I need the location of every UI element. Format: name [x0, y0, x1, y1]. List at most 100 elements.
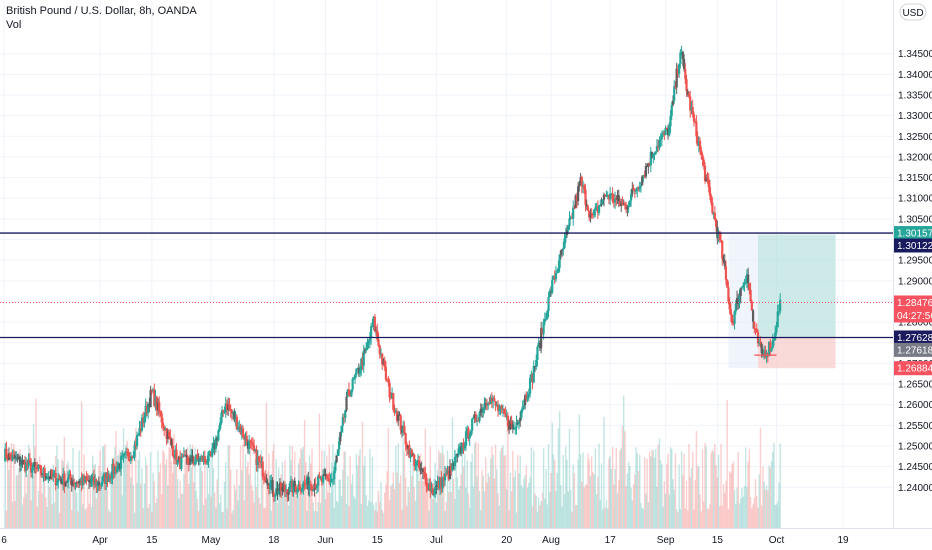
candle-body [329, 480, 332, 482]
volume-bar [114, 447, 116, 528]
volume-bar [96, 487, 99, 528]
currency-button-frame[interactable] [899, 3, 927, 21]
volume-bar [218, 503, 221, 528]
volume-bar [209, 457, 211, 528]
candle-body [342, 416, 346, 418]
volume-bar [58, 512, 61, 528]
candle-body [766, 352, 769, 356]
volume-bar [305, 462, 307, 528]
candle-body [553, 276, 556, 280]
candle-body [554, 273, 558, 280]
volume-bar [36, 506, 38, 528]
long-position-tool[interactable] [728, 234, 836, 369]
volume-bar [390, 485, 392, 528]
candle-body [269, 482, 272, 489]
volume-bar [746, 487, 748, 528]
candle-body [607, 194, 611, 200]
candle-body [700, 150, 703, 155]
candle-body [185, 455, 188, 458]
candle-body [307, 476, 310, 490]
candles [4, 45, 782, 503]
candle-body [363, 349, 367, 352]
candle-body [324, 473, 327, 477]
candle-body [718, 231, 721, 241]
price-axis[interactable]: 1.34500 1.34000 1.33500 1.33000 1.32500 1.320… [893, 0, 932, 528]
volume-bar [237, 500, 239, 528]
candle-body [496, 404, 500, 411]
price-badge [894, 238, 932, 253]
volume-bar [578, 414, 581, 528]
volume-bar [540, 501, 542, 528]
candle-body [112, 463, 115, 474]
horizontal-lines[interactable] [0, 232, 893, 356]
candle-body [461, 442, 464, 454]
time-tick-label: May [202, 535, 221, 546]
volume-bar [169, 448, 172, 528]
candle-body [681, 52, 684, 59]
candle-body [552, 276, 555, 280]
candle-body [558, 254, 561, 268]
candle-body [127, 452, 130, 459]
candle-body [147, 404, 150, 414]
volume-bar [354, 498, 356, 528]
candle-body [156, 402, 160, 411]
candle-body [246, 441, 250, 449]
candle-body [551, 279, 554, 293]
volume-bar [59, 478, 62, 528]
candle-body [355, 368, 358, 375]
volume-bar [55, 456, 57, 528]
currency-button-label[interactable]: USD [902, 8, 923, 19]
candle-body [509, 421, 512, 430]
volume-indicator-label[interactable]: Vol [6, 19, 21, 31]
candle-body [259, 461, 262, 463]
candle-body [46, 477, 49, 480]
volume-bar [367, 500, 370, 528]
candle-body [629, 194, 633, 201]
candle-body [669, 115, 672, 127]
time-axis[interactable]: 6 Apr 15 May 18 Jun 15 Jul 20 Aug 17 Sep 15 Oct 19 [0, 528, 932, 547]
price-badge [894, 295, 932, 310]
currency-button[interactable]: USD [899, 3, 927, 21]
volume-bar [446, 450, 449, 528]
price-tick-label: 1.32000 [898, 152, 932, 163]
volume-bar [459, 485, 461, 528]
candle-body [416, 460, 420, 462]
volume-bar [19, 449, 21, 528]
candle-body [698, 141, 702, 151]
volume-bar [143, 483, 146, 528]
candle-body [4, 448, 7, 462]
candle-body [597, 205, 601, 213]
candle-body [245, 435, 248, 442]
volume-bar [50, 477, 52, 528]
candle-body [140, 417, 144, 431]
candle-body [43, 468, 46, 477]
volume-bar [298, 458, 301, 528]
volume-bar [640, 502, 642, 528]
volume-bar [595, 494, 598, 528]
candle-body [212, 443, 215, 449]
candle-body [620, 202, 623, 206]
volume-bar [321, 450, 323, 528]
candle-body [492, 398, 495, 402]
price-badge-label: 1.26884 [897, 364, 932, 375]
price-badge [894, 308, 932, 323]
volume-bar [181, 493, 184, 528]
candle-body [519, 417, 522, 422]
volume-bar [297, 463, 300, 528]
volume-bar [531, 506, 534, 528]
candle-body [690, 107, 693, 111]
volume-bar [200, 467, 202, 528]
volume-bar [505, 489, 508, 528]
candle-body [423, 471, 426, 474]
volume-bar [158, 472, 160, 528]
volume-bar [303, 420, 306, 528]
candle-body [129, 456, 132, 461]
volume-bar [504, 455, 507, 528]
candle-body [443, 473, 447, 481]
candle-body [463, 445, 466, 449]
target-zone[interactable] [757, 234, 836, 338]
volume-bar [634, 474, 636, 528]
volume-bar [586, 484, 588, 528]
